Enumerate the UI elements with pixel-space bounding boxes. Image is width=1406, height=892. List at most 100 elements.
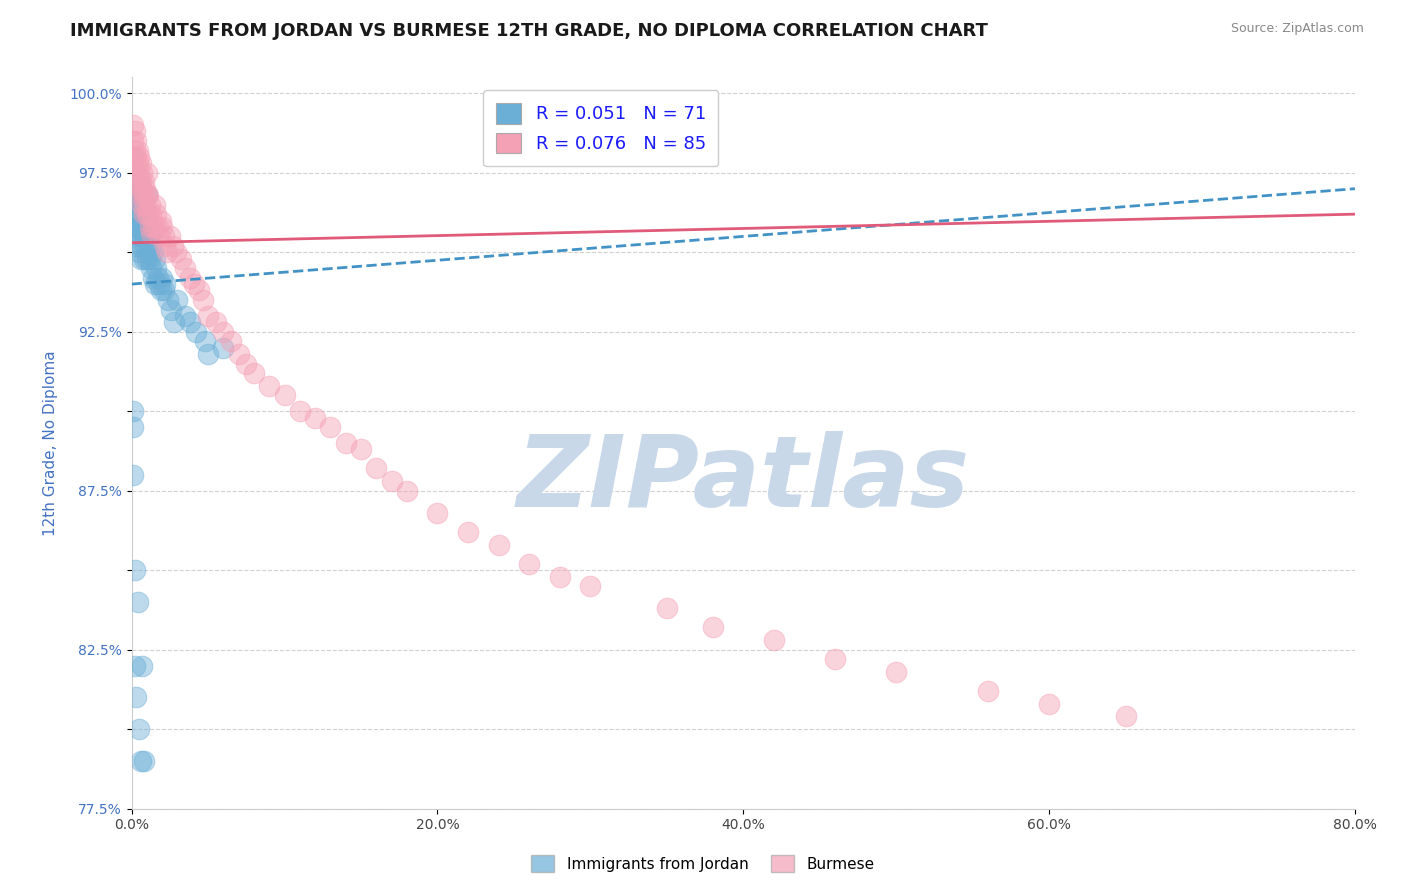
Point xyxy=(135,207,157,221)
Point xyxy=(219,334,242,349)
Point xyxy=(122,118,145,132)
Point xyxy=(131,182,153,196)
Point xyxy=(145,261,167,276)
Point xyxy=(1115,709,1137,723)
Point xyxy=(124,563,146,577)
Point xyxy=(135,188,157,202)
Point xyxy=(166,293,188,307)
Point xyxy=(131,239,153,253)
Point xyxy=(135,207,157,221)
Point xyxy=(135,166,157,180)
Point xyxy=(124,144,146,158)
Point xyxy=(124,219,146,234)
Point xyxy=(127,175,149,189)
Point xyxy=(335,436,357,450)
Point xyxy=(457,525,479,540)
Text: IMMIGRANTS FROM JORDAN VS BURMESE 12TH GRADE, NO DIPLOMA CORRELATION CHART: IMMIGRANTS FROM JORDAN VS BURMESE 12TH G… xyxy=(70,22,988,40)
Point xyxy=(152,229,174,244)
Point xyxy=(132,754,155,768)
Point xyxy=(129,754,152,768)
Point xyxy=(141,226,163,240)
Point xyxy=(134,182,156,196)
Point xyxy=(160,302,183,317)
Point xyxy=(131,219,153,234)
Point xyxy=(132,188,155,202)
Point xyxy=(128,150,150,164)
Point xyxy=(183,277,205,291)
Point xyxy=(143,219,166,234)
Point xyxy=(138,188,160,202)
Point xyxy=(129,156,152,170)
Point xyxy=(243,366,266,380)
Point xyxy=(141,261,163,276)
Point xyxy=(159,229,181,244)
Point xyxy=(142,219,165,234)
Point xyxy=(124,213,146,227)
Point xyxy=(143,197,166,211)
Point xyxy=(179,315,201,329)
Point xyxy=(122,420,145,434)
Point xyxy=(193,293,215,307)
Point xyxy=(138,219,160,234)
Point xyxy=(174,261,197,276)
Point xyxy=(702,620,724,634)
Point xyxy=(165,245,187,260)
Point xyxy=(128,245,150,260)
Point xyxy=(235,357,257,371)
Point xyxy=(125,150,148,164)
Point xyxy=(131,166,153,180)
Point xyxy=(122,175,145,189)
Point xyxy=(129,175,152,189)
Point xyxy=(1038,697,1060,711)
Text: Source: ZipAtlas.com: Source: ZipAtlas.com xyxy=(1230,22,1364,36)
Point xyxy=(122,467,145,482)
Text: ZIPatlas: ZIPatlas xyxy=(517,431,970,528)
Point xyxy=(129,188,152,202)
Point xyxy=(148,229,170,244)
Point xyxy=(122,150,145,164)
Legend: R = 0.051   N = 71, R = 0.076   N = 85: R = 0.051 N = 71, R = 0.076 N = 85 xyxy=(484,90,718,166)
Point xyxy=(146,219,169,234)
Point xyxy=(197,347,219,361)
Point xyxy=(145,207,167,221)
Point xyxy=(228,347,250,361)
Point xyxy=(139,219,162,234)
Point xyxy=(150,270,173,285)
Point xyxy=(179,270,201,285)
Point xyxy=(157,293,180,307)
Point xyxy=(184,325,207,339)
Point xyxy=(129,188,152,202)
Point xyxy=(134,239,156,253)
Point xyxy=(131,197,153,211)
Point xyxy=(125,690,148,705)
Point xyxy=(127,595,149,609)
Point xyxy=(122,134,145,148)
Point xyxy=(149,213,172,227)
Point xyxy=(162,239,184,253)
Point xyxy=(579,579,602,593)
Point xyxy=(135,252,157,266)
Point xyxy=(319,420,342,434)
Point xyxy=(150,219,173,234)
Point xyxy=(132,207,155,221)
Point xyxy=(127,156,149,170)
Point xyxy=(155,239,177,253)
Point xyxy=(174,309,197,323)
Point xyxy=(212,325,235,339)
Point xyxy=(288,404,311,418)
Point xyxy=(304,410,326,425)
Point xyxy=(124,166,146,180)
Point xyxy=(131,658,153,673)
Point xyxy=(128,175,150,189)
Point xyxy=(141,207,163,221)
Point xyxy=(127,144,149,158)
Point xyxy=(139,252,162,266)
Point xyxy=(128,182,150,196)
Point xyxy=(143,252,166,266)
Point xyxy=(152,284,174,298)
Point xyxy=(135,188,157,202)
Point xyxy=(125,166,148,180)
Point xyxy=(426,506,449,520)
Legend: Immigrants from Jordan, Burmese: Immigrants from Jordan, Burmese xyxy=(524,847,882,880)
Point xyxy=(125,182,148,196)
